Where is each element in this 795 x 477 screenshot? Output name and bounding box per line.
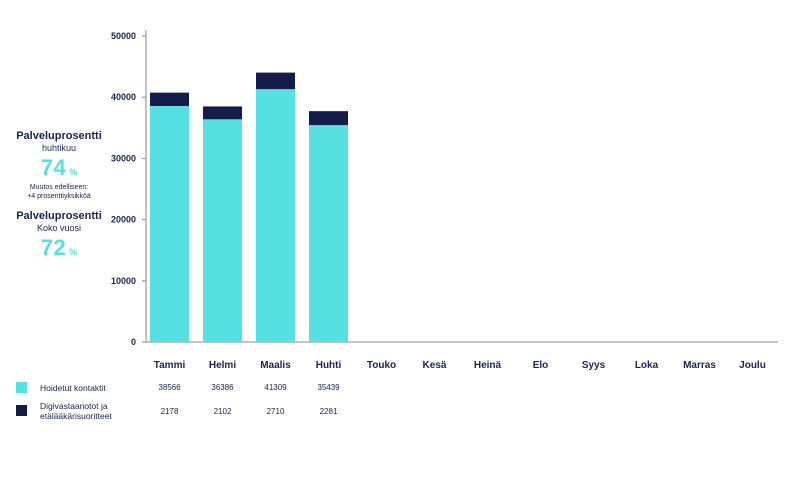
kpi-month-title: Palveluprosentti xyxy=(16,130,102,142)
bar-helmi-digi xyxy=(203,106,242,120)
x-tick-label: Maalis xyxy=(260,360,291,371)
x-tick-label: Heinä xyxy=(474,360,502,371)
kpi-year-unit: % xyxy=(69,247,78,257)
kpi-month-value-row: 74% xyxy=(0,155,118,181)
x-tick-label: Helmi xyxy=(209,360,236,371)
kpi-year-subtitle: Koko vuosi xyxy=(36,223,82,233)
x-tick-label: Elo xyxy=(533,360,549,371)
kpi-month-value: 74 xyxy=(40,155,67,180)
bar-tammi-hoidetut xyxy=(150,105,189,343)
x-tick-label: Syys xyxy=(582,360,606,371)
table-value-hoidetut: 35439 xyxy=(317,383,340,392)
x-tick-label: Kesä xyxy=(423,360,447,371)
y-tick-label: 20000 xyxy=(111,215,136,225)
kpi-year-value-row: 72% xyxy=(0,235,118,261)
y-tick-label: 40000 xyxy=(111,92,136,102)
bar-tammi-digi xyxy=(150,92,189,106)
y-tick-label: 30000 xyxy=(111,153,136,163)
table-value-digi: 2281 xyxy=(320,407,338,416)
bar-huhti-hoidetut xyxy=(309,125,348,343)
legend-label-digi: etälääkärisuoritteet xyxy=(40,411,112,421)
table-value-digi: 2102 xyxy=(214,407,232,416)
table-value-hoidetut: 38566 xyxy=(158,383,181,392)
table-value-hoidetut: 36386 xyxy=(211,383,234,392)
x-tick-label: Marras xyxy=(683,360,716,371)
legend-label-digi: Digivastaanotot ja xyxy=(40,401,108,411)
bar-maalis-hoidetut xyxy=(256,89,295,342)
kpi-month-note-1: Muutos edelliseen: xyxy=(29,184,89,191)
kpi-year-title: Palveluprosentti xyxy=(16,210,102,222)
legend-swatch-digi xyxy=(16,405,27,416)
legend-swatch-hoidetut xyxy=(16,382,27,393)
x-tick-label: Tammi xyxy=(154,360,186,371)
kpi-month-unit: % xyxy=(69,167,78,177)
table-value-digi: 2178 xyxy=(161,407,179,416)
kpi-year-value: 72 xyxy=(40,235,67,260)
kpi-year: Palveluprosentti Koko vuosi 72% xyxy=(0,210,118,261)
bar-huhti-digi xyxy=(309,111,348,126)
x-tick-label: Loka xyxy=(635,360,659,371)
kpi-month-subtitle: huhtikuu xyxy=(41,143,77,153)
kpi-month: Palveluprosentti huhtikuu 74% Muutos ede… xyxy=(0,130,118,201)
y-tick-label: 0 xyxy=(131,337,136,347)
table-value-digi: 2710 xyxy=(267,407,285,416)
x-tick-label: Touko xyxy=(367,360,396,371)
legend-label-hoidetut: Hoidetut kontaktit xyxy=(40,383,106,393)
x-tick-label: Joulu xyxy=(739,360,766,371)
table-value-hoidetut: 41309 xyxy=(264,383,287,392)
y-tick-label: 50000 xyxy=(111,31,136,41)
y-tick-label: 10000 xyxy=(111,276,136,286)
bar-maalis-digi xyxy=(256,72,295,90)
x-tick-label: Huhti xyxy=(316,360,342,371)
kpi-month-note-2: +4 prosenttiyksikköä xyxy=(27,193,91,200)
bar-helmi-hoidetut xyxy=(203,119,242,342)
